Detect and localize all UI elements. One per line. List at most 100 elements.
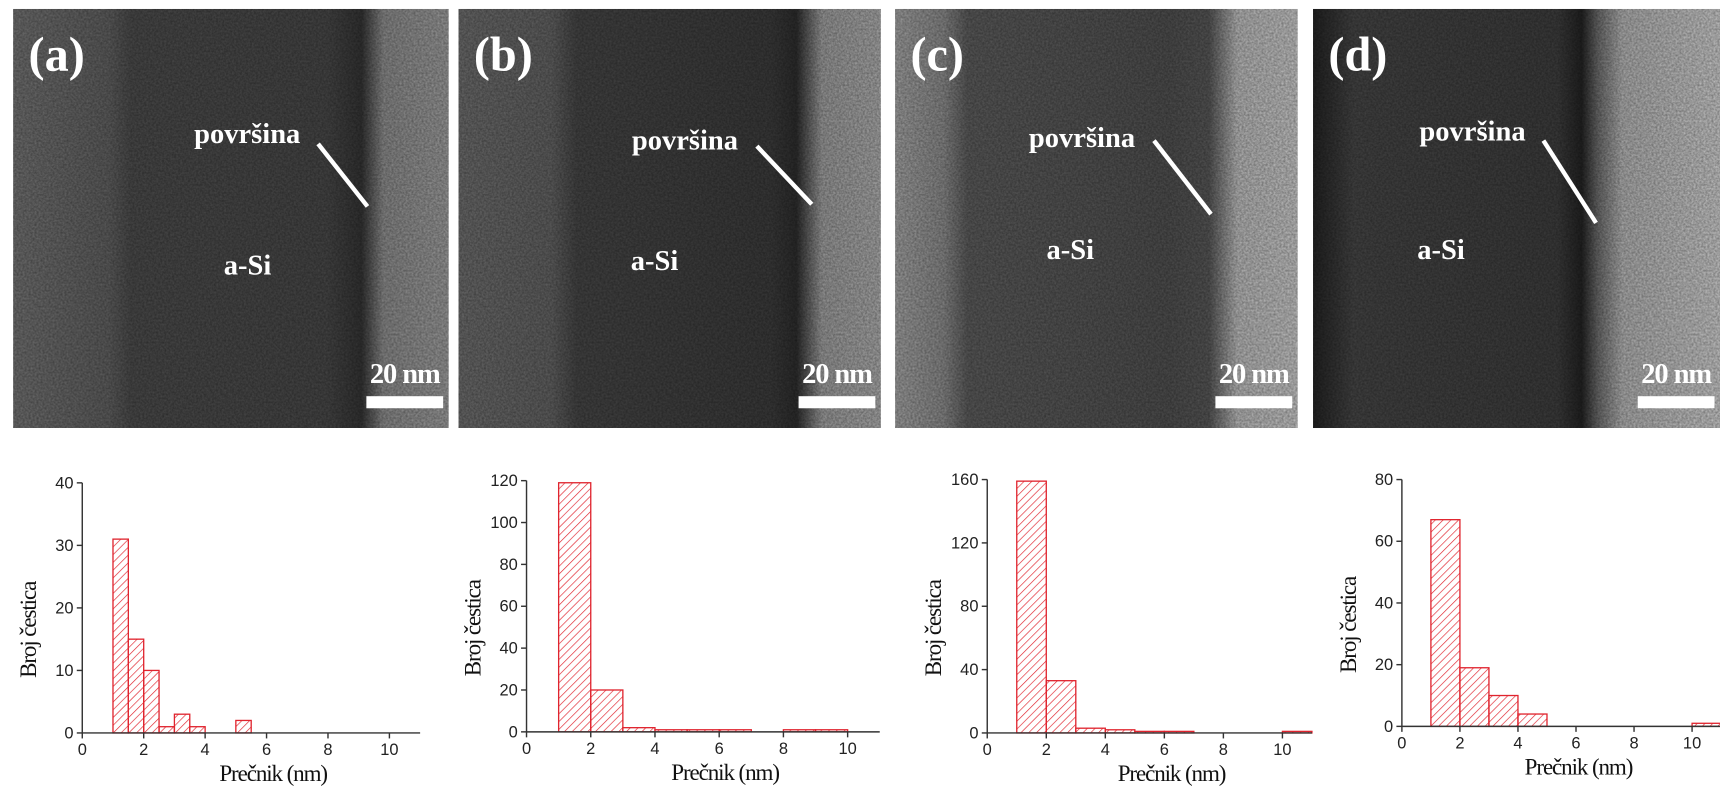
scale-label: 20 nm <box>1641 359 1712 390</box>
y-tick-label: 0 <box>64 724 73 742</box>
scale-label: 20 nm <box>370 359 441 390</box>
x-tick-label: 6 <box>715 740 724 758</box>
y-axis-label: Broj čestica <box>15 581 41 678</box>
y-tick-label: 60 <box>1375 533 1393 551</box>
y-axis-label: Broj čestica <box>459 579 485 676</box>
histogram-bar <box>1459 667 1490 728</box>
panel-label: (a) <box>29 28 85 81</box>
x-tick-label: 4 <box>201 741 210 759</box>
tem-image: (b) površina a-Si 20 nm <box>458 8 881 429</box>
histogram-bar <box>1430 519 1461 728</box>
y-tick-label: 0 <box>509 723 518 741</box>
tem-image: (d) površina a-Si 20 nm <box>1313 8 1720 429</box>
histogram-bar <box>1517 713 1548 728</box>
y-tick-label: 40 <box>960 661 978 679</box>
x-tick-label: 0 <box>1397 734 1406 752</box>
surface-pointer <box>755 144 814 206</box>
scale-label: 20 nm <box>1219 359 1290 390</box>
x-tick-label: 0 <box>78 741 87 759</box>
surface-pointer <box>316 142 370 208</box>
y-tick-label: 40 <box>1375 594 1393 612</box>
x-tick-label: 8 <box>1219 741 1228 759</box>
y-tick-label: 40 <box>55 474 73 492</box>
image-texture <box>458 8 881 429</box>
x-tick-label: 8 <box>1629 734 1638 752</box>
surface-label: površina <box>1029 123 1135 154</box>
panel-label: (d) <box>1328 28 1387 81</box>
histogram-bar <box>127 638 145 734</box>
tem-image: (a) površina a-Si 20 nm <box>13 8 449 429</box>
x-tick-label: 0 <box>983 741 992 759</box>
y-tick-label: 120 <box>490 472 517 490</box>
x-tick-label: 6 <box>262 741 271 759</box>
histogram-bar <box>1488 694 1519 728</box>
y-tick-label: 30 <box>55 537 73 555</box>
y-tick-label: 20 <box>55 599 73 617</box>
scale-bar <box>366 396 444 409</box>
material-label: a-Si <box>1046 235 1094 266</box>
histogram-bar <box>143 669 160 734</box>
x-tick-label: 4 <box>1513 734 1522 752</box>
y-tick-label: 20 <box>499 681 517 699</box>
x-tick-label: 4 <box>1101 741 1110 759</box>
x-axis-label: Prečnik (nm) <box>1118 760 1226 786</box>
y-tick-label: 20 <box>1375 656 1393 674</box>
histogram-bar <box>557 482 592 733</box>
panel-label: (b) <box>474 28 533 81</box>
y-tick-label: 40 <box>499 640 517 658</box>
x-tick-label: 6 <box>1160 741 1169 759</box>
histogram-bar <box>235 719 252 734</box>
histogram-bar <box>1045 680 1077 734</box>
x-tick-label: 4 <box>650 740 659 758</box>
x-tick-label: 8 <box>779 740 788 758</box>
scale-bar <box>1215 396 1293 409</box>
x-tick-label: 10 <box>1273 741 1291 759</box>
scale-bar <box>798 396 876 409</box>
x-tick-label: 8 <box>323 741 332 759</box>
material-label: a-Si <box>224 250 272 281</box>
histogram-bar <box>112 538 129 734</box>
x-tick-label: 2 <box>1042 741 1051 759</box>
material-label: a-Si <box>1417 235 1465 266</box>
material-label: a-Si <box>631 246 679 277</box>
y-tick-label: 0 <box>1384 718 1393 736</box>
x-axis-label: Prečnik (nm) <box>1525 754 1633 780</box>
y-tick-label: 60 <box>499 598 517 616</box>
histogram-bar <box>1016 480 1047 734</box>
y-tick-label: 80 <box>1375 471 1393 489</box>
x-tick-label: 2 <box>139 741 148 759</box>
x-tick-label: 10 <box>380 741 398 759</box>
x-axis-label: Prečnik (nm) <box>219 760 327 786</box>
y-tick-label: 80 <box>499 556 517 574</box>
x-tick-label: 10 <box>838 740 856 758</box>
histogram-bar <box>173 713 191 734</box>
y-axis-label: Broj čestica <box>920 579 946 676</box>
image-texture <box>13 8 449 429</box>
image-texture <box>1313 8 1720 429</box>
surface-label: površina <box>194 119 300 150</box>
x-tick-label: 6 <box>1571 734 1580 752</box>
x-tick-label: 10 <box>1683 734 1701 752</box>
y-tick-label: 80 <box>960 598 978 616</box>
surface-label: površina <box>632 125 738 156</box>
histogram-bar <box>590 689 624 733</box>
histogram-bar <box>158 726 176 734</box>
surface-label: površina <box>1419 117 1525 148</box>
y-tick-label: 120 <box>951 534 978 552</box>
y-tick-label: 100 <box>490 514 517 532</box>
scale-bar <box>1637 396 1715 409</box>
surface-pointer <box>1541 139 1598 225</box>
scale-label: 20 nm <box>802 359 873 390</box>
panel-label: (c) <box>910 28 964 81</box>
y-axis-label: Broj čestica <box>1335 576 1361 673</box>
y-tick-label: 10 <box>55 662 73 680</box>
y-tick-label: 160 <box>951 471 978 489</box>
x-tick-label: 0 <box>522 740 531 758</box>
histogram-bar <box>189 726 206 734</box>
tem-image: (c) površina a-Si 20 nm <box>895 8 1298 429</box>
surface-pointer <box>1152 139 1213 216</box>
x-axis-label: Prečnik (nm) <box>671 759 779 785</box>
y-tick-label: 0 <box>969 724 978 742</box>
x-tick-label: 2 <box>586 740 595 758</box>
